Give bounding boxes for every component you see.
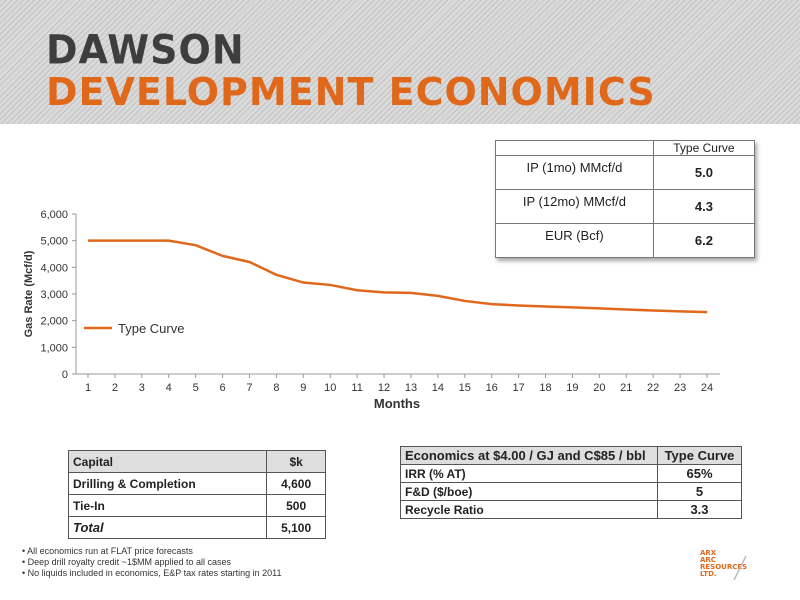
footnote: • All economics run at FLAT price foreca…	[22, 546, 193, 556]
row-value: 65%	[657, 464, 742, 483]
y-tick-label: 6,000	[40, 209, 68, 221]
table-total-row: Total 5,100	[67, 516, 326, 539]
series-line	[88, 239, 708, 314]
table-header: Type Curve	[652, 140, 756, 156]
x-tick-label: 10	[324, 382, 336, 394]
row-label: IP (1mo) MMcf/d	[495, 155, 654, 190]
x-tick-label: 18	[539, 382, 551, 394]
footnote: • Deep drill royalty credit ~1$MM applie…	[22, 557, 231, 567]
capital-unit-header: $k	[266, 450, 326, 473]
logo-slash-icon	[733, 555, 747, 580]
y-tick-label: 5,000	[40, 236, 68, 248]
row-label: IRR (% AT)	[400, 464, 658, 483]
row-label: Tie-In	[67, 494, 268, 517]
y-tick-label: 0	[62, 369, 68, 381]
x-tick-label: 11	[351, 382, 362, 394]
company-logo: ARX ARC RESOURCES LTD.	[700, 550, 750, 580]
y-tick-label: 1,000	[40, 342, 68, 354]
x-tick-label: 21	[620, 382, 632, 394]
x-tick-label: 16	[486, 382, 498, 394]
table-header-row: Economics at $4.00 / GJ and C$85 / bbl T…	[400, 446, 742, 465]
row-label: F&D ($/boe)	[400, 482, 658, 501]
y-axis-label: Gas Rate (Mcf/d)	[23, 250, 35, 337]
x-tick-label: 6	[220, 382, 226, 394]
row-label: IP (12mo) MMcf/d	[495, 189, 654, 224]
row-label: Drilling & Completion	[67, 472, 268, 495]
x-tick-label: 13	[405, 382, 417, 394]
row-value: 500	[266, 494, 326, 517]
logo-line: ARX	[700, 549, 717, 557]
type-curve-table: Type Curve IP (1mo) MMcf/d 5.0 IP (12mo)…	[495, 140, 756, 258]
x-axis-label: Months	[374, 396, 420, 411]
table-header-row: Capital $k	[67, 450, 326, 473]
economics-table: Economics at $4.00 / GJ and C$85 / bbl T…	[400, 446, 742, 519]
footnotes: • All economics run at FLAT price foreca…	[22, 546, 281, 579]
capital-table: Capital $k Drilling & Completion 4,600 T…	[67, 450, 326, 539]
table-row: Tie-In 500	[67, 494, 326, 517]
logo-text: ARX ARC RESOURCES LTD.	[700, 550, 747, 578]
total-label: Total	[67, 516, 268, 539]
row-label: Recycle Ratio	[400, 500, 658, 519]
table-row: Drilling & Completion 4,600	[67, 472, 326, 495]
y-tick-label: 3,000	[40, 289, 68, 301]
logo-line: RESOURCES	[700, 563, 748, 571]
table-row: IP (1mo) MMcf/d 5.0	[495, 155, 756, 190]
table-row: F&D ($/boe) 5	[400, 482, 742, 501]
x-tick-label: 3	[139, 382, 145, 394]
row-value: 3.3	[657, 500, 742, 519]
economics-header: Economics at $4.00 / GJ and C$85 / bbl	[400, 446, 658, 465]
row-value: 6.2	[652, 223, 756, 258]
x-tick-label: 4	[166, 382, 172, 394]
x-tick-label: 17	[512, 382, 524, 394]
x-tick-label: 5	[193, 382, 199, 394]
row-value: 5.0	[652, 155, 756, 190]
row-value: 5	[657, 482, 742, 501]
x-tick-label: 22	[647, 382, 659, 394]
logo-line: ARC	[700, 556, 716, 564]
x-tick-label: 7	[246, 382, 252, 394]
x-tick-label: 20	[593, 382, 605, 394]
footnote: • No liquids included in economics, E&P …	[22, 568, 282, 578]
row-value: 4.3	[652, 189, 756, 224]
page-title: DAWSON	[46, 26, 245, 74]
table-row: EUR (Bcf) 6.2	[495, 223, 756, 258]
y-tick-label: 4,000	[40, 262, 68, 274]
x-tick-label: 24	[701, 382, 713, 394]
table-header-blank	[495, 140, 654, 156]
x-tick-label: 2	[112, 382, 118, 394]
table-row: IP (12mo) MMcf/d 4.3	[495, 189, 756, 224]
page-subtitle: DEVELOPMENT ECONOMICS	[46, 70, 656, 114]
x-tick-label: 15	[459, 382, 471, 394]
row-value: 4,600	[266, 472, 326, 495]
legend-label: Type Curve	[118, 321, 184, 336]
header-band	[0, 0, 800, 124]
x-tick-label: 12	[378, 382, 390, 394]
x-tick-label: 1	[85, 382, 91, 394]
table-row: Recycle Ratio 3.3	[400, 500, 742, 519]
x-tick-label: 9	[300, 382, 306, 394]
logo-line: LTD.	[700, 570, 717, 578]
x-tick-label: 23	[674, 382, 686, 394]
y-tick-label: 2,000	[40, 316, 68, 328]
row-label: EUR (Bcf)	[495, 223, 654, 258]
total-value: 5,100	[266, 516, 326, 539]
x-tick-label: 8	[273, 382, 279, 394]
x-tick-label: 14	[432, 382, 444, 394]
table-row: IRR (% AT) 65%	[400, 464, 742, 483]
x-tick-label: 19	[566, 382, 578, 394]
capital-header: Capital	[67, 450, 268, 473]
economics-value-header: Type Curve	[657, 446, 742, 465]
